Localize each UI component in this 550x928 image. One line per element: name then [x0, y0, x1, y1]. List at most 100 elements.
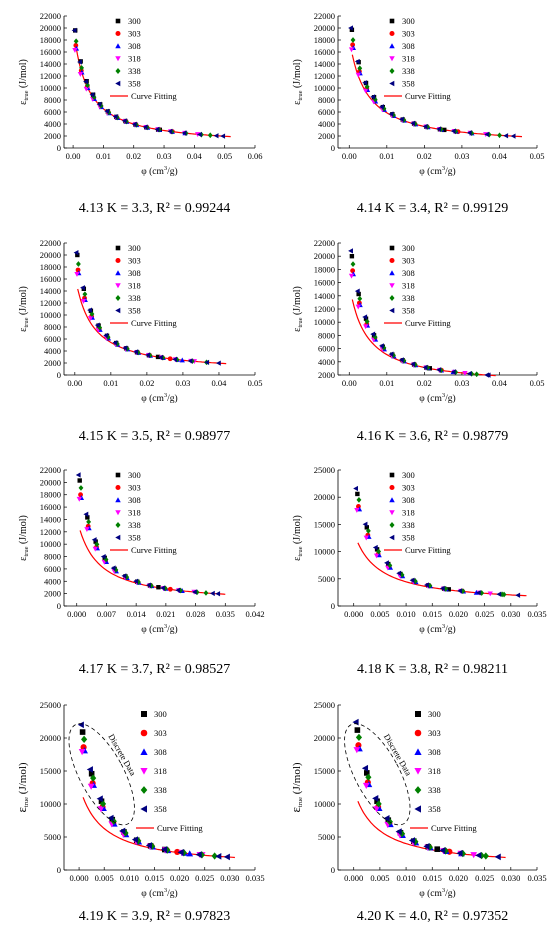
data-point [77, 71, 84, 77]
y-tick-label: 20000 [40, 250, 61, 260]
legend-marker [115, 18, 121, 24]
y-tick-label: 10000 [314, 83, 335, 93]
legend-marker [141, 711, 147, 717]
legend-marker [389, 484, 395, 491]
data-point [172, 356, 178, 362]
data-point [438, 126, 444, 133]
data-point [81, 735, 88, 743]
data-point [76, 496, 82, 502]
data-point [100, 554, 106, 560]
data-point [348, 25, 353, 31]
y-tick-label: 8000 [44, 95, 61, 105]
y-tick-label: 10000 [314, 317, 335, 327]
data-point [89, 311, 95, 317]
data-point [112, 113, 118, 120]
data-point [450, 369, 456, 375]
series-358 [352, 718, 501, 861]
data-point [376, 552, 382, 558]
data-point [456, 849, 463, 857]
curve-fitting-line [82, 797, 235, 859]
legend-label: 303 [402, 483, 415, 493]
y-tick-label: 12000 [314, 71, 335, 81]
y-tick-label: 4000 [44, 346, 61, 356]
data-point [156, 585, 161, 590]
legend-marker [115, 270, 121, 276]
chart-caption: 4.19 K = 3.9, R² = 0.97823 [79, 909, 230, 924]
data-point [107, 814, 114, 822]
legend-marker [389, 510, 395, 516]
x-tick-label: 0.014 [127, 609, 147, 619]
data-point [83, 511, 89, 517]
y-tick-label: 18000 [40, 490, 61, 500]
y-tick-label: 4000 [44, 119, 61, 129]
data-point [133, 578, 139, 584]
x-tick-label: 0.010 [397, 873, 416, 883]
data-point [408, 837, 416, 844]
legend-marker [389, 245, 395, 251]
legend-marker [414, 786, 422, 794]
legend-marker [115, 30, 121, 37]
data-point [92, 546, 98, 552]
legend-fit-label: Curve Fitting [131, 318, 177, 328]
chart-panel: 0 2000 4000 6000 8000 10000 12000 14000 16000 180… [18, 465, 265, 677]
y-tick-label: 15000 [314, 766, 335, 776]
legend-label: 338 [128, 520, 141, 530]
data-point [73, 249, 79, 256]
data-point [94, 322, 100, 328]
legend-label: 338 [402, 66, 415, 76]
x-tick-label: 0.02 [126, 151, 141, 161]
x-tick-label: 0.05 [530, 378, 545, 388]
x-tick-label: 0.010 [397, 609, 416, 619]
data-point [442, 127, 447, 133]
y-tick-label: 4000 [318, 357, 335, 367]
series-358 [353, 485, 521, 598]
data-point [349, 254, 355, 259]
data-point [479, 590, 485, 596]
chart-caption: 4.17 K = 3.7, R² = 0.98527 [79, 662, 230, 677]
data-point [75, 261, 81, 267]
data-point [160, 585, 165, 591]
data-point [474, 371, 480, 378]
data-point [77, 721, 84, 729]
data-point [436, 367, 441, 373]
data-point [355, 733, 363, 741]
data-point [354, 58, 360, 65]
x-axis-label: φ (cm3/g) [419, 165, 455, 177]
y-tick-label: 2000 [44, 358, 61, 368]
chart-caption: 4.16 K = 3.6, R² = 0.98779 [357, 429, 508, 444]
y-tick-label: 6000 [44, 107, 61, 117]
legend-marker [115, 497, 121, 503]
data-point [470, 852, 478, 859]
y-tick-label: 2000 [318, 370, 335, 380]
legend-label: 358 [154, 804, 167, 814]
data-point [439, 585, 445, 592]
y-tick-label: 18000 [314, 264, 335, 274]
y-axis-label: εtrue (J/mol) [292, 59, 304, 105]
x-tick-label: 0.03 [175, 378, 190, 388]
legend-marker [115, 56, 121, 62]
data-point [131, 121, 137, 127]
legend-label: 338 [128, 66, 141, 76]
x-axis-label: φ (cm3/g) [419, 623, 455, 635]
legend-label: 358 [402, 533, 415, 543]
data-point [352, 718, 359, 726]
legend-marker [389, 18, 395, 24]
data-point [97, 806, 105, 813]
legend-label: 318 [402, 54, 415, 64]
legend-label: 338 [128, 293, 141, 303]
discrete-data-ellipse [68, 723, 135, 826]
series-358 [77, 721, 230, 861]
data-point [131, 836, 139, 843]
x-tick-label: 0.000 [67, 609, 86, 619]
data-point [409, 577, 415, 583]
data-point [401, 357, 407, 364]
data-point [350, 42, 356, 48]
data-point [374, 798, 380, 805]
x-tick-label: 0.04 [492, 151, 508, 161]
data-point [354, 727, 361, 733]
data-point [196, 131, 202, 138]
discrete-data-label: Discrete Data [106, 732, 138, 777]
legend-marker [115, 307, 121, 314]
data-point [75, 472, 81, 478]
data-point [220, 133, 226, 139]
